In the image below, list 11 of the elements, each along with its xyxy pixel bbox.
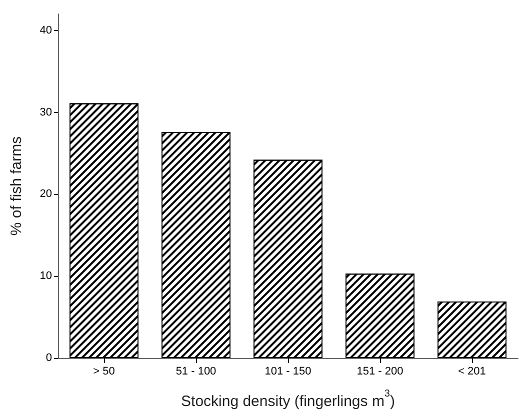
y-tick-label: 20 bbox=[40, 188, 52, 200]
y-axis-title: % of fish farms bbox=[8, 136, 25, 236]
y-tick-label: 10 bbox=[40, 270, 52, 282]
x-tick-label: 101 - 150 bbox=[264, 366, 312, 378]
y-tick-label: 30 bbox=[40, 106, 52, 118]
x-tick-label: 51 - 100 bbox=[176, 366, 216, 378]
x-tick-label: 151 - 200 bbox=[356, 366, 404, 378]
y-tick-label: 40 bbox=[40, 24, 52, 36]
y-tick-label: 0 bbox=[46, 352, 52, 364]
x-tick-label: < 201 bbox=[458, 366, 486, 378]
x-tick-label: > 50 bbox=[93, 366, 115, 378]
